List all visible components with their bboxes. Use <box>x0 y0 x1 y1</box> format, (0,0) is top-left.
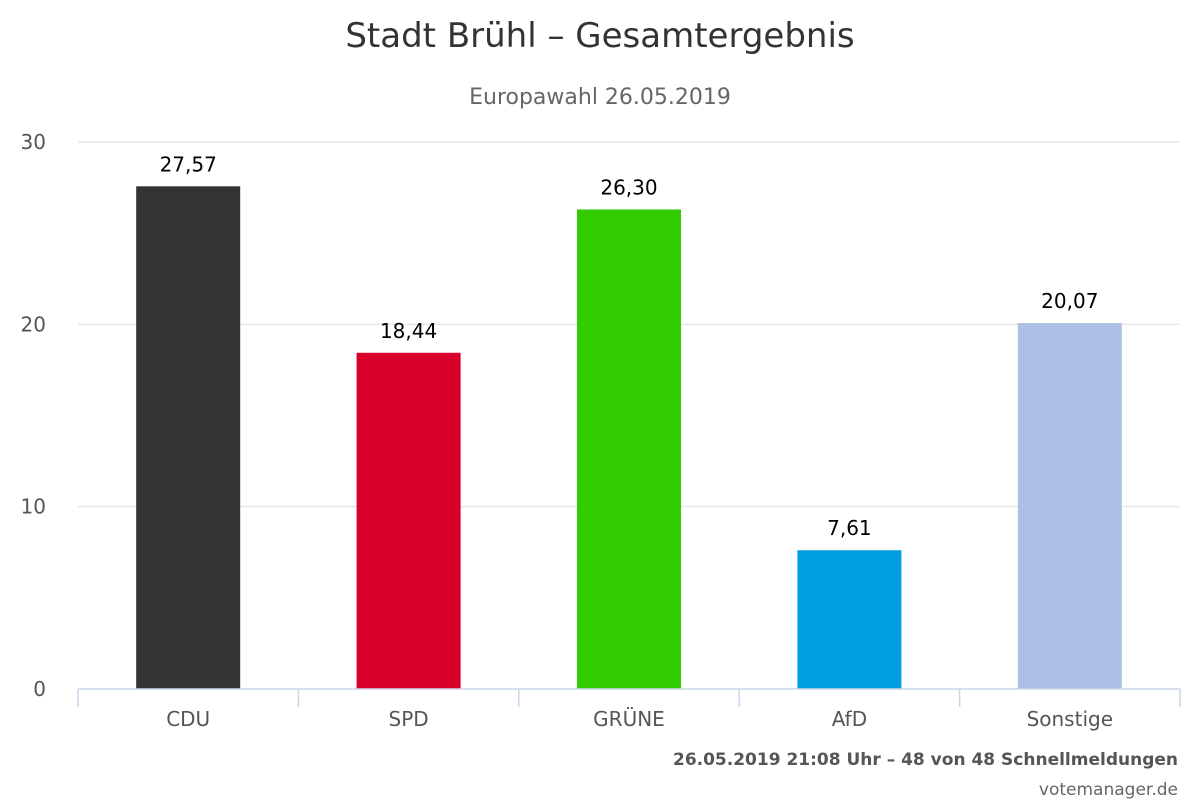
y-axis-ticks: 0 10 20 30 <box>21 130 46 701</box>
footer-credit-text[interactable]: votemanager.de <box>1039 780 1178 800</box>
chart-subtitle: Europawahl 26.05.2019 <box>469 85 731 110</box>
x-tick-label-cdu: CDU <box>166 707 210 731</box>
y-tick-label: 0 <box>33 677 46 701</box>
data-label-sonstige: 20,07 <box>1041 289 1098 313</box>
footer-status-text: 26.05.2019 21:08 Uhr – 48 von 48 Schnell… <box>673 750 1178 770</box>
x-tick-label-spd: SPD <box>389 707 429 731</box>
bar-grüne[interactable] <box>577 209 681 690</box>
chart-title: Stadt Brühl – Gesamtergebnis <box>345 16 854 56</box>
bar-cdu[interactable] <box>136 186 241 689</box>
x-axis: CDU SPD GRÜNE AfD Sonstige <box>77 688 1181 731</box>
bar-spd[interactable] <box>356 352 461 689</box>
data-labels: 27,57 18,44 26,30 7,61 20,07 <box>160 152 1099 540</box>
x-tick-label-sonstige: Sonstige <box>1027 707 1113 731</box>
data-label-afd: 7,61 <box>827 516 872 540</box>
y-tick-label: 30 <box>21 130 46 154</box>
bars <box>136 186 1122 690</box>
x-tick-label-grüne: GRÜNE <box>593 707 665 731</box>
data-label-grüne: 26,30 <box>600 175 657 199</box>
data-label-spd: 18,44 <box>380 319 437 343</box>
y-tick-label: 20 <box>21 312 46 336</box>
bar-sonstige[interactable] <box>1017 323 1122 689</box>
bar-afd[interactable] <box>797 550 902 689</box>
data-label-cdu: 27,57 <box>160 152 217 176</box>
x-tick-label-afd: AfD <box>832 707 867 731</box>
y-tick-label: 10 <box>21 495 46 519</box>
